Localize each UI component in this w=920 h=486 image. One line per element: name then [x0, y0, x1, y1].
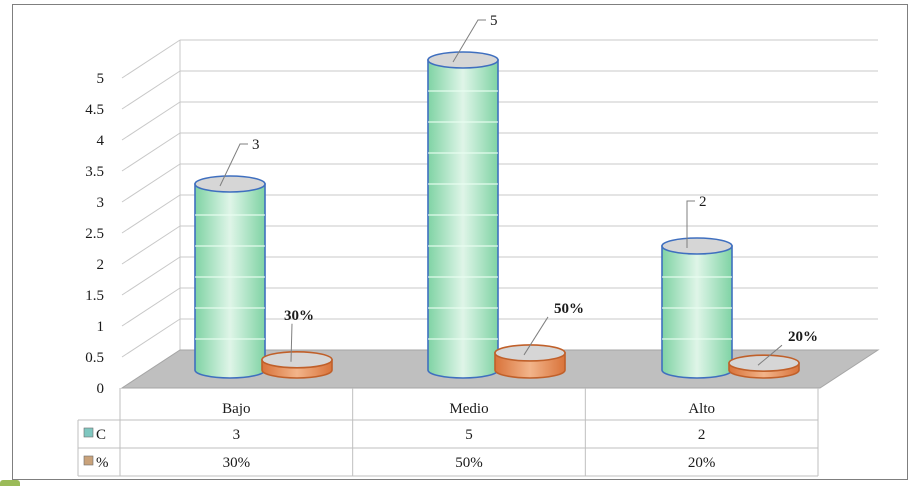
gridline-side	[121, 163, 181, 203]
gridline-side	[121, 101, 181, 141]
table-cell: 30%	[223, 455, 251, 471]
table-cell: 50%	[455, 455, 483, 471]
bar-pct-medio	[494, 344, 566, 379]
table-header-cell: Bajo	[222, 401, 250, 417]
table-cell: 5	[465, 427, 473, 443]
gridline-side	[121, 256, 181, 296]
bar-pct-bajo-top	[261, 350, 333, 369]
leader-line-pct	[757, 344, 783, 366]
table-cell: 3	[233, 427, 241, 443]
gridline-side	[121, 287, 181, 327]
legend-swatch	[83, 455, 94, 466]
y-tick-label: 5	[97, 71, 105, 87]
bar-pct-alto-top	[728, 354, 800, 372]
gridline-side	[121, 225, 181, 265]
leader-line	[686, 200, 695, 248]
y-tick-label: 0.5	[85, 350, 104, 366]
table-cell: 20%	[688, 455, 716, 471]
data-label-c: 2	[699, 194, 707, 210]
y-tick-label: 4.5	[85, 102, 104, 118]
gridline-side	[121, 39, 181, 79]
legend-swatch	[83, 427, 94, 438]
table-cell: 2	[698, 427, 706, 443]
y-tick-label: 2	[97, 257, 105, 273]
bar-pct-bajo	[261, 350, 333, 379]
data-label-pct: 20%	[788, 329, 818, 345]
bar-pct-alto	[728, 354, 800, 379]
gridline-side	[121, 70, 181, 110]
leader-line-pct	[290, 323, 293, 362]
data-label-c: 5	[490, 13, 498, 29]
bar-c-medio-body	[427, 59, 499, 379]
bar-c-bajo-top	[194, 175, 266, 193]
bar-c-alto-body	[661, 245, 733, 379]
y-tick-label: 4	[97, 133, 105, 149]
leader-line-pct	[523, 316, 549, 356]
bar-c-bajo-body	[194, 183, 266, 379]
corner-accent	[0, 480, 20, 486]
leader-line	[219, 143, 248, 187]
y-tick-label: 0	[97, 381, 105, 397]
data-label-pct: 30%	[284, 308, 314, 324]
leader-line	[452, 19, 486, 63]
bar-pct-medio-top	[494, 344, 566, 362]
gridline-side	[121, 318, 181, 358]
y-tick-label: 2.5	[85, 226, 104, 242]
data-label-c: 3	[252, 137, 260, 153]
data-label-pct: 50%	[554, 301, 584, 317]
bar-c-medio-top	[427, 51, 499, 69]
y-tick-label: 1	[97, 319, 105, 335]
gridline-side	[121, 194, 181, 234]
y-tick-label: 3.5	[85, 164, 104, 180]
gridline-side	[121, 132, 181, 172]
table-header-cell: Alto	[688, 401, 715, 417]
y-tick-label: 1.5	[85, 288, 104, 304]
y-tick-label: 3	[97, 195, 105, 211]
bar-c-medio	[427, 51, 499, 379]
bar-c-alto-top	[661, 237, 733, 255]
table-row-key: C	[96, 427, 106, 443]
table-header-cell: Medio	[449, 401, 488, 417]
table-row-key: %	[96, 455, 109, 471]
